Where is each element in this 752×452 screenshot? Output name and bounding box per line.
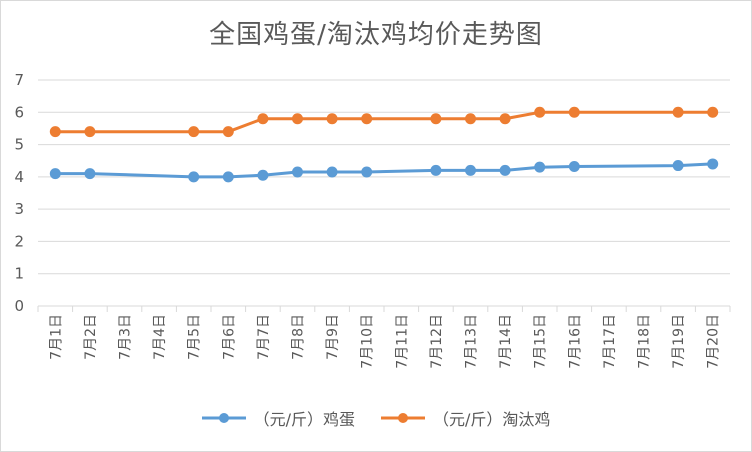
data-point-series-1 [672, 106, 684, 118]
data-point-series-1 [568, 106, 580, 118]
data-point-series-0 [222, 171, 234, 183]
data-point-series-0 [465, 164, 476, 176]
data-point-series-0 [84, 168, 96, 180]
y-tick-label: 0 [14, 297, 24, 315]
data-point-series-0 [49, 168, 61, 180]
data-point-series-1 [292, 113, 303, 125]
x-tick-label: 7月3日 [118, 314, 134, 360]
data-point-series-1 [499, 113, 511, 125]
x-tick-label: 7月10日 [360, 314, 376, 369]
legend-swatch-culled-hens [381, 413, 425, 423]
data-point-series-0 [499, 164, 511, 176]
legend-label-culled-hens: （元/斤）淘汰鸡 [433, 410, 551, 429]
data-point-series-0 [326, 166, 338, 178]
data-point-series-0 [672, 160, 684, 172]
data-point-series-0 [361, 166, 373, 178]
x-tick-label: 7月13日 [464, 314, 480, 369]
x-tick-label: 7月16日 [567, 314, 583, 369]
legend-item-culled-hens: （元/斤）淘汰鸡 [381, 406, 550, 430]
data-point-series-1 [707, 106, 719, 118]
data-point-series-0 [257, 169, 269, 181]
legend: （元/斤）鸡蛋 （元/斤）淘汰鸡 [0, 406, 752, 430]
x-tick-label: 7月14日 [498, 314, 514, 369]
x-tick-label: 7月18日 [637, 314, 653, 369]
data-point-series-1 [430, 113, 442, 125]
data-point-series-1 [361, 113, 373, 125]
data-point-series-0 [292, 166, 303, 178]
x-tick-label: 7月20日 [706, 314, 722, 369]
x-tick-label: 7月6日 [221, 314, 237, 360]
y-tick-label: 6 [14, 103, 24, 121]
data-point-series-0 [707, 158, 719, 170]
legend-label-eggs: （元/斤）鸡蛋 [253, 410, 355, 429]
x-tick-label: 7月15日 [533, 314, 549, 369]
x-tick-label: 7月19日 [671, 314, 687, 369]
legend-item-eggs: （元/斤）鸡蛋 [201, 406, 355, 430]
x-tick-label: 7月2日 [83, 314, 99, 360]
y-tick-label: 5 [14, 136, 24, 154]
data-point-series-1 [257, 113, 269, 125]
chart-title: 全国鸡蛋/淘汰鸡均价走势图 [209, 20, 543, 50]
x-tick-label: 7月17日 [602, 314, 618, 369]
legend-swatch-eggs [201, 413, 246, 423]
x-tick-label: 7月5日 [187, 314, 203, 360]
y-tick-label: 4 [14, 168, 24, 186]
data-point-series-1 [465, 113, 476, 125]
data-point-series-1 [326, 113, 338, 125]
x-tick-label: 7月11日 [394, 314, 410, 369]
data-point-series-1 [49, 126, 61, 138]
x-tick-label: 7月9日 [325, 314, 341, 360]
x-tick-label: 7月12日 [429, 314, 445, 369]
x-tick-label: 7月7日 [256, 314, 272, 360]
data-point-series-1 [222, 126, 234, 138]
x-tick-label: 7月4日 [152, 314, 168, 360]
data-point-series-0 [188, 171, 200, 183]
x-tick-label: 7月1日 [48, 314, 64, 360]
series-line-1 [53, 110, 715, 134]
data-point-series-0 [534, 161, 546, 173]
data-point-series-0 [568, 161, 580, 173]
data-point-series-1 [84, 126, 96, 138]
data-point-series-1 [534, 106, 546, 118]
data-point-series-1 [188, 126, 200, 138]
y-tick-label: 2 [14, 232, 24, 250]
data-point-series-0 [430, 164, 442, 176]
y-tick-label: 3 [14, 200, 24, 218]
y-tick-label: 7 [14, 71, 24, 89]
x-tick-label: 7月8日 [291, 314, 307, 360]
y-tick-label: 1 [14, 265, 24, 283]
series-line-0 [53, 162, 715, 179]
